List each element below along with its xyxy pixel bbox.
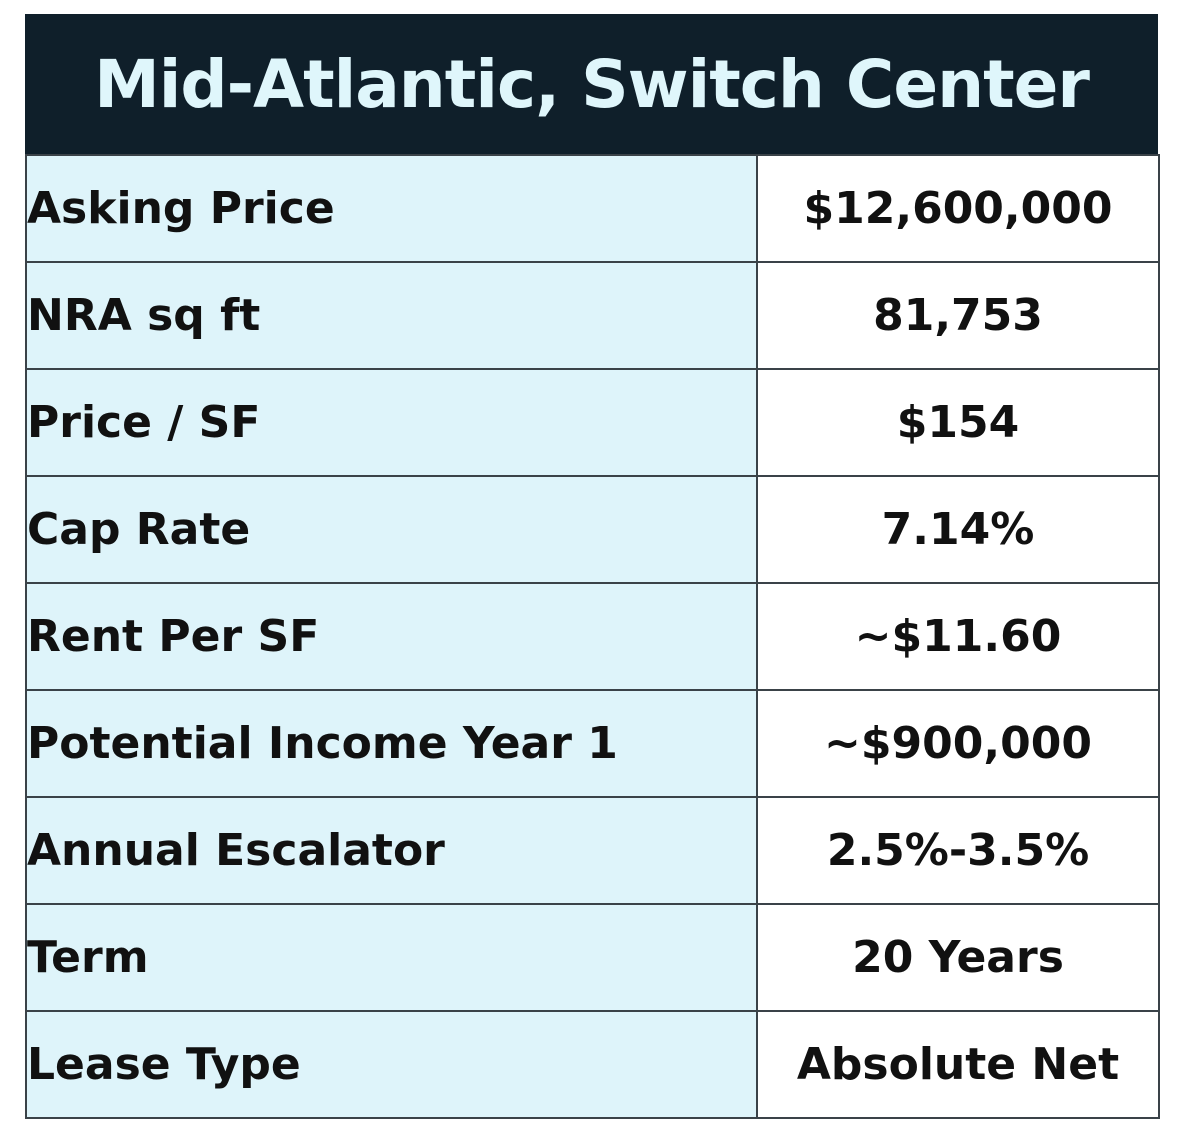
table-row: Annual Escalator 2.5%-3.5% xyxy=(25,796,1160,905)
table-row: Price / SF $154 xyxy=(25,368,1160,477)
row-label: Price / SF xyxy=(25,368,758,477)
row-label: Cap Rate xyxy=(25,475,758,584)
title-bar: Mid-Atlantic, Switch Center xyxy=(25,14,1158,154)
table-row: Lease Type Absolute Net xyxy=(25,1010,1160,1119)
table-row: Cap Rate 7.14% xyxy=(25,475,1160,584)
row-label: Lease Type xyxy=(25,1010,758,1119)
row-value: 20 Years xyxy=(756,903,1160,1012)
row-label: Term xyxy=(25,903,758,1012)
row-label: NRA sq ft xyxy=(25,261,758,370)
row-value: 7.14% xyxy=(756,475,1160,584)
row-value: ~$900,000 xyxy=(756,689,1160,798)
property-details-table: Asking Price $12,600,000 NRA sq ft 81,75… xyxy=(25,154,1160,1119)
row-value: ~$11.60 xyxy=(756,582,1160,691)
row-value: 81,753 xyxy=(756,261,1160,370)
row-label: Annual Escalator xyxy=(25,796,758,905)
row-value: $12,600,000 xyxy=(756,154,1160,263)
table-row: Potential Income Year 1 ~$900,000 xyxy=(25,689,1160,798)
property-summary-card: Mid-Atlantic, Switch Center Asking Price… xyxy=(25,14,1160,1119)
row-label: Rent Per SF xyxy=(25,582,758,691)
row-value: 2.5%-3.5% xyxy=(756,796,1160,905)
table-row: Asking Price $12,600,000 xyxy=(25,154,1160,263)
row-label: Potential Income Year 1 xyxy=(25,689,758,798)
row-value: Absolute Net xyxy=(756,1010,1160,1119)
table-row: Term 20 Years xyxy=(25,903,1160,1012)
property-title: Mid-Atlantic, Switch Center xyxy=(94,45,1090,123)
table-row: Rent Per SF ~$11.60 xyxy=(25,582,1160,691)
table-row: NRA sq ft 81,753 xyxy=(25,261,1160,370)
row-value: $154 xyxy=(756,368,1160,477)
row-label: Asking Price xyxy=(25,154,758,263)
